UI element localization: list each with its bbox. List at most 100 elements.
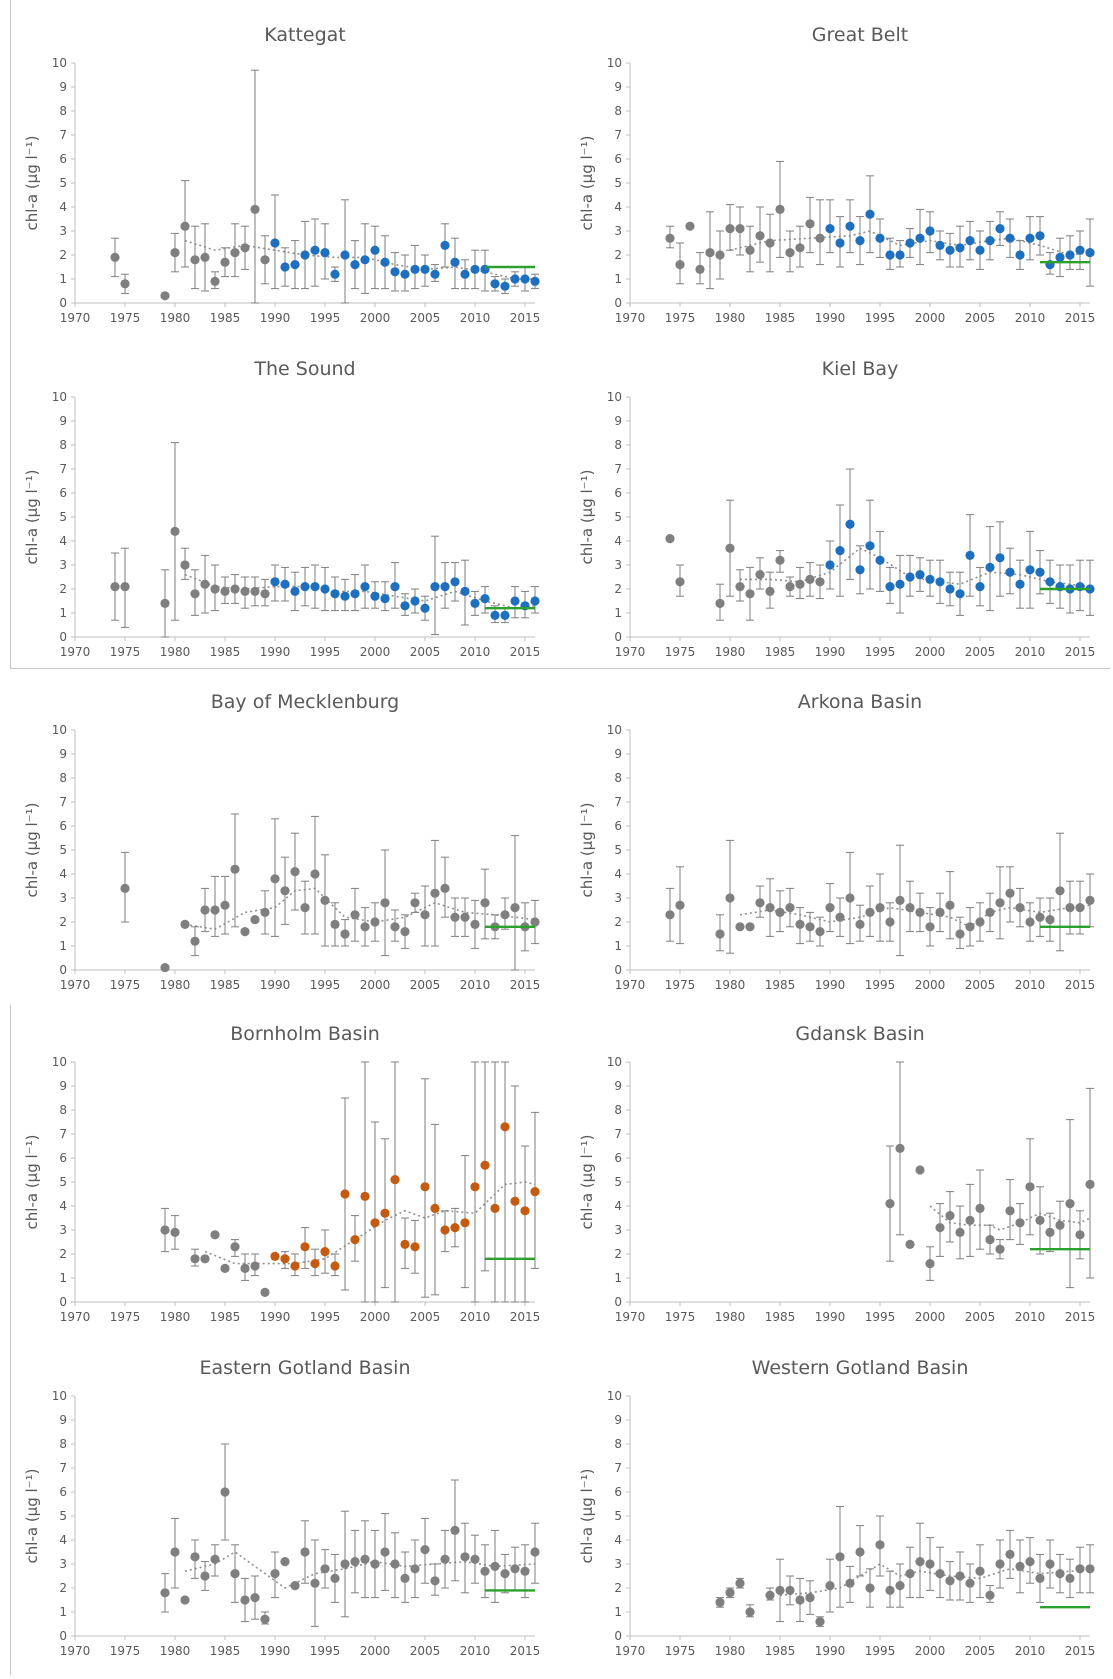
data-point <box>1055 1220 1065 1230</box>
x-tick-label: 2000 <box>915 311 946 325</box>
data-point <box>675 577 685 587</box>
data-point <box>975 245 985 255</box>
data-point <box>925 1259 935 1269</box>
data-point <box>260 255 270 265</box>
chart-title: Bornholm Basin <box>230 1023 380 1045</box>
data-point <box>410 1242 420 1252</box>
y-tick-label: 9 <box>614 80 622 94</box>
data-point <box>745 922 755 932</box>
x-tick-label: 1990 <box>260 311 291 325</box>
y-tick-label: 6 <box>614 819 622 833</box>
y-axis-label: chl-a (µg l⁻¹) <box>578 1469 596 1564</box>
data-point <box>715 598 725 609</box>
data-point <box>410 596 420 606</box>
data-point <box>210 1554 220 1564</box>
data-point <box>380 1208 390 1218</box>
data-point <box>885 250 895 260</box>
data-point <box>925 1559 935 1569</box>
y-tick-label: 2 <box>59 248 67 262</box>
x-tick-label: 2015 <box>510 311 541 325</box>
data-point <box>885 917 895 927</box>
y-tick-label: 1 <box>59 1605 67 1619</box>
data-point <box>420 910 430 920</box>
data-point <box>905 903 915 913</box>
x-tick-label: 1970 <box>60 978 91 992</box>
data-point <box>895 579 905 589</box>
x-tick-label: 2000 <box>360 311 391 325</box>
y-tick-label: 10 <box>607 56 622 70</box>
data-point <box>350 260 360 270</box>
data-point <box>875 903 885 913</box>
data-point <box>310 1578 320 1588</box>
data-point <box>875 555 885 565</box>
data-point <box>795 243 805 253</box>
data-point <box>220 586 230 597</box>
data-point <box>390 922 400 932</box>
data-point <box>480 1566 490 1576</box>
data-point <box>785 582 795 592</box>
data-point <box>805 1593 815 1603</box>
data-point <box>160 1588 170 1598</box>
x-tick-label: 2010 <box>1015 311 1046 325</box>
data-point <box>735 1578 745 1588</box>
data-point <box>925 922 935 932</box>
chart-panel: Kattegat chl-a (µg l⁻¹) 0 1 2 3 4 5 6 7 8 9 10 1970 19… <box>23 24 540 325</box>
data-point <box>260 907 270 918</box>
data-point <box>380 257 390 267</box>
y-tick-label: 7 <box>614 462 622 476</box>
y-axis-label: chl-a (µg l⁻¹) <box>578 470 596 565</box>
x-tick-label: 1995 <box>865 645 896 659</box>
data-point <box>260 1287 270 1297</box>
x-tick-label: 1980 <box>715 645 746 659</box>
x-tick-label: 1990 <box>815 1644 846 1658</box>
x-tick-label: 1975 <box>110 978 141 992</box>
data-point <box>695 264 705 274</box>
y-tick-label: 5 <box>59 176 67 190</box>
data-point <box>420 264 430 274</box>
x-tick-label: 1975 <box>665 311 696 325</box>
data-point <box>1035 567 1045 577</box>
data-point <box>995 1559 1005 1569</box>
y-tick-label: 2 <box>59 915 67 929</box>
data-point <box>450 912 460 922</box>
x-tick-label: 1995 <box>310 1310 341 1324</box>
y-tick-label: 3 <box>614 891 622 905</box>
data-point <box>915 1165 925 1175</box>
data-point <box>190 589 200 599</box>
x-tick-label: 1975 <box>110 645 141 659</box>
data-point <box>785 248 795 258</box>
chart-panel: Eastern Gotland Basin chl-a (µg l⁻¹) 0 1 2 3 4… <box>23 1357 540 1658</box>
x-tick-label: 2005 <box>410 645 441 659</box>
x-tick-label: 2000 <box>360 1310 391 1324</box>
data-point <box>945 1576 955 1586</box>
data-point <box>250 204 260 214</box>
x-tick-label: 1985 <box>765 1310 796 1324</box>
y-tick-label: 8 <box>59 771 67 785</box>
data-point <box>995 553 1005 563</box>
data-point <box>835 546 845 556</box>
x-tick-label: 1985 <box>210 645 241 659</box>
data-point <box>500 1569 510 1579</box>
data-point <box>975 582 985 592</box>
y-tick-label: 7 <box>59 1461 67 1475</box>
data-point <box>520 274 530 284</box>
data-point <box>815 927 825 937</box>
x-tick-label: 2015 <box>1065 978 1096 992</box>
y-tick-label: 9 <box>614 1079 622 1093</box>
y-tick-label: 8 <box>614 1103 622 1117</box>
y-tick-label: 2 <box>614 582 622 596</box>
data-point <box>400 1239 410 1249</box>
x-tick-label: 1980 <box>715 311 746 325</box>
data-point <box>440 1225 450 1235</box>
trend-line <box>740 547 1091 588</box>
y-tick-label: 1 <box>614 606 622 620</box>
chart-panel: Great Belt chl-a (µg l⁻¹) 0 1 2 3 4 5 6 7 8 9 10 1970… <box>578 24 1095 325</box>
x-tick-label: 1970 <box>615 1310 646 1324</box>
border-line-left-top <box>10 0 11 668</box>
data-point <box>200 905 210 915</box>
data-point <box>320 1564 330 1574</box>
x-tick-label: 1985 <box>210 1310 241 1324</box>
data-point <box>390 1175 400 1185</box>
data-point <box>230 584 240 594</box>
